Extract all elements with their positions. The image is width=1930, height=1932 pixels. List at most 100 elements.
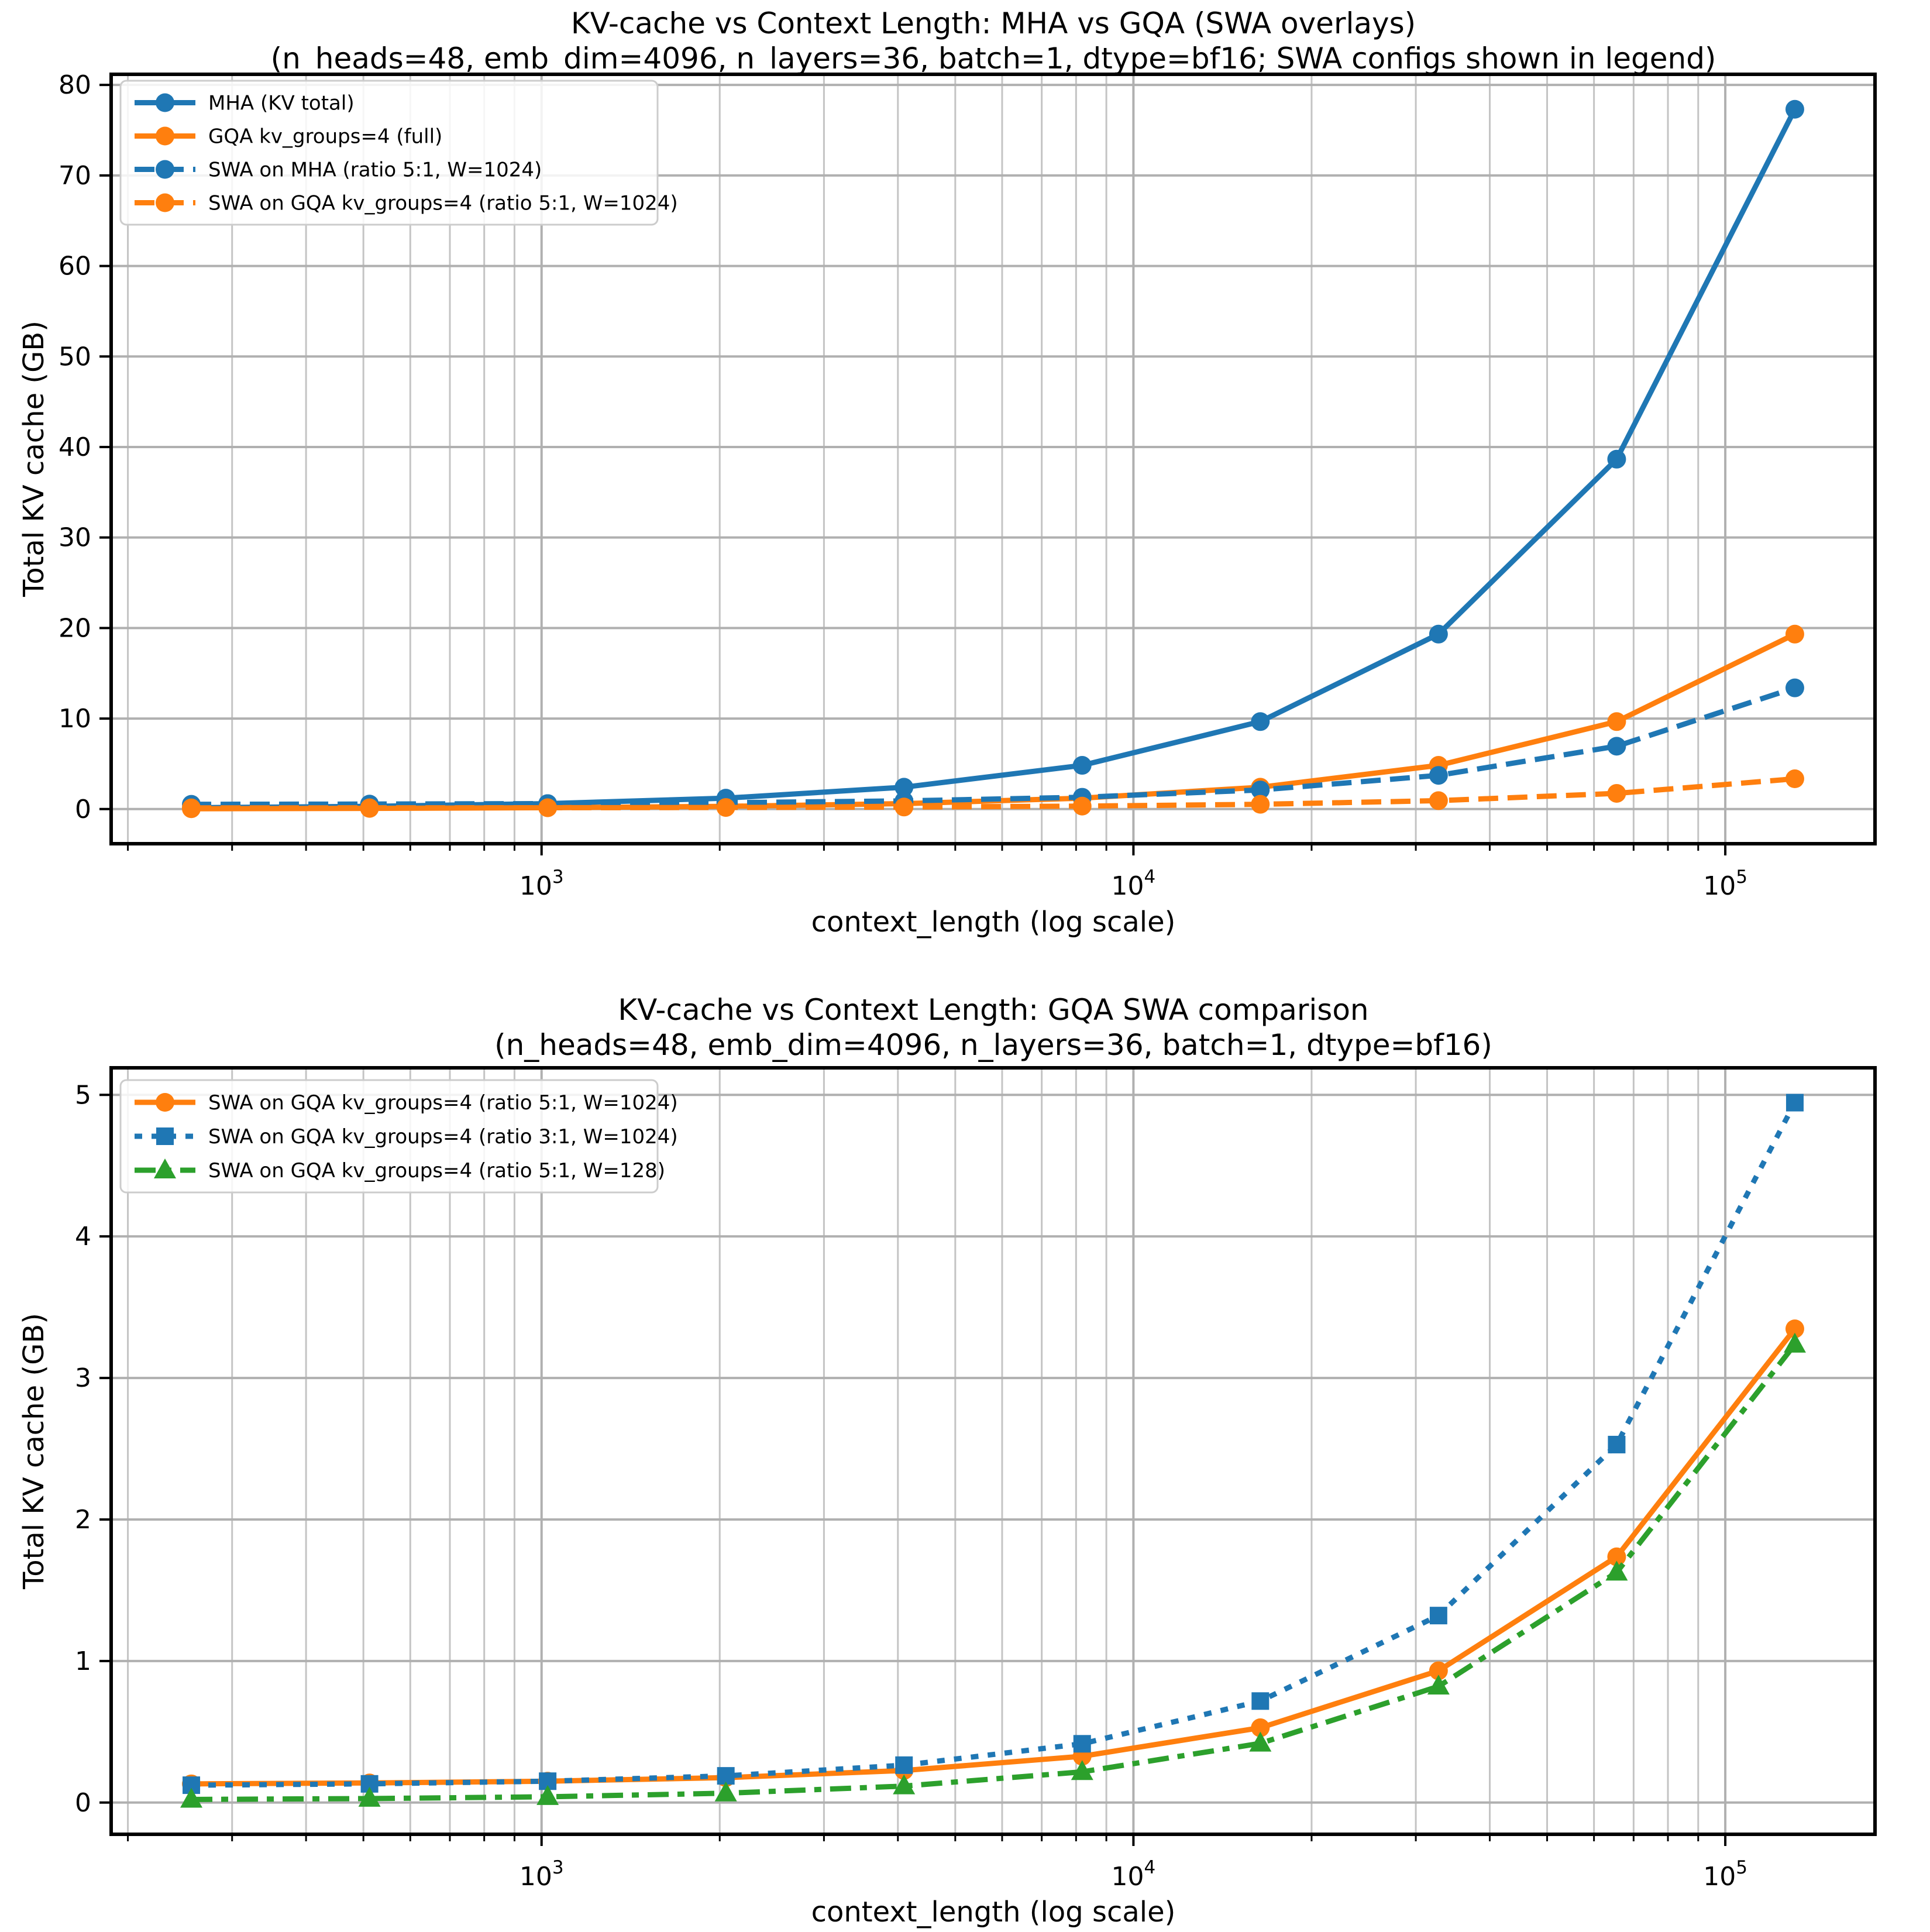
data-point-marker: [895, 778, 914, 797]
data-point-marker: [182, 798, 201, 817]
y-grid-major: [111, 1094, 1875, 1804]
data-point-marker: [1251, 795, 1270, 814]
legend-sample-marker: [156, 126, 174, 146]
y-ticks-major: [99, 84, 111, 810]
data-point-marker: [1605, 1560, 1628, 1581]
data-point-marker: [1429, 624, 1448, 644]
data-point-marker: [1785, 1319, 1804, 1339]
series-markers-2: [180, 1332, 1806, 1808]
series-line-2: [191, 685, 1796, 807]
x-grid-minor: [127, 1068, 1699, 1834]
x-tick-label: 104: [1112, 867, 1156, 901]
y-tick-label: 50: [59, 342, 91, 372]
y-tick-label: 10: [59, 704, 91, 734]
legend-box: [119, 80, 659, 226]
data-point-marker: [1785, 678, 1804, 697]
data-point-marker: [1429, 766, 1448, 785]
y-tick-label: 0: [75, 795, 91, 824]
data-point-marker: [1427, 1675, 1450, 1695]
data-point-marker: [1072, 796, 1092, 816]
data-point-marker: [1785, 99, 1804, 119]
legend-sample-marker: [156, 1093, 174, 1112]
data-point-marker: [1249, 1731, 1272, 1752]
legend-label: MHA (KV total): [208, 92, 355, 115]
y-tick-label: 2: [75, 1505, 91, 1535]
bottom-chart: KV-cache vs Context Length: GQA SWA comp…: [0, 965, 1930, 1932]
bottom-chart-title-block: KV-cache vs Context Length: GQA SWA comp…: [111, 992, 1876, 1063]
data-point-marker: [1429, 791, 1448, 810]
data-point-marker: [716, 798, 735, 817]
data-point-marker: [1783, 1332, 1806, 1353]
legend-label: GQA kv_groups=4 (full): [208, 125, 442, 149]
x-axis-label: context_length (log scale): [811, 1896, 1176, 1928]
data-point-marker: [1251, 712, 1270, 731]
data-point-marker: [1608, 1435, 1626, 1453]
x-tick-label: 104: [1112, 1857, 1156, 1892]
legend-sample-marker: [156, 93, 174, 112]
y-tick-label: 3: [75, 1363, 91, 1393]
y-tick-label: 0: [75, 1788, 91, 1818]
bottom-plot-area: 103 104 105 0 1 2 3 4 5 SWA on GQA kv_groups=4 (r…: [75, 1066, 1877, 1892]
data-point-marker: [1429, 1607, 1447, 1625]
data-point-marker: [538, 798, 558, 817]
y-tick-label: 80: [59, 70, 91, 100]
top-chart: KV-cache vs Context Length: MHA vs GQA (…: [0, 0, 1930, 965]
data-point-marker: [1607, 449, 1626, 469]
data-point-marker: [895, 1756, 913, 1774]
legend-label: SWA on GQA kv_groups=4 (ratio 5:1, W=102…: [208, 1091, 678, 1115]
data-point-marker: [1251, 1692, 1270, 1710]
data-point-marker: [1785, 1094, 1804, 1112]
top-plot-area: 103 104 105 0 10 20 30 40 50 60 70 80 MHA (KV total)…: [59, 70, 1877, 901]
legend-sample-marker: [156, 160, 174, 179]
data-point-marker: [895, 797, 914, 817]
x-ticks-major: [540, 844, 1727, 855]
x-tick-label: 105: [1703, 867, 1747, 901]
data-point-marker: [1785, 624, 1804, 644]
legend-label: SWA on GQA kv_groups=4 (ratio 5:1, W=102…: [208, 192, 678, 215]
legend-label: SWA on MHA (ratio 5:1, W=1024): [208, 159, 542, 182]
data-point-marker: [893, 1774, 916, 1795]
series-markers-0: [182, 1319, 1804, 1793]
x-tick-label: 103: [520, 1857, 564, 1892]
series-line-1: [191, 1101, 1797, 1788]
y-tick-label: 70: [59, 161, 91, 191]
data-point-marker: [1251, 1718, 1270, 1737]
plot-spines: [109, 1066, 1877, 1836]
x-tick-label: 105: [1703, 1857, 1747, 1892]
data-point-marker: [1073, 1735, 1091, 1753]
data-point-marker: [1251, 781, 1270, 800]
data-point-marker: [714, 1781, 737, 1802]
y-tick-label: 1: [75, 1646, 91, 1676]
x-tick-label: 103: [520, 867, 564, 901]
series-markers-3: [182, 769, 1804, 817]
data-point-marker: [1607, 712, 1626, 731]
chart-title: KV-cache vs Context Length: GQA SWA comp…: [618, 993, 1369, 1027]
data-point-marker: [1071, 1760, 1093, 1780]
x-ticks-major: [540, 1834, 1727, 1846]
data-point-marker: [358, 1786, 381, 1807]
top-chart-title-block: KV-cache vs Context Length: MHA vs GQA (…: [111, 6, 1876, 76]
y-tick-label: 30: [59, 523, 91, 553]
legend-sample-marker: [156, 193, 174, 212]
y-tick-label: 5: [75, 1080, 91, 1110]
legend-box: [119, 1079, 659, 1194]
series-line-1: [191, 631, 1796, 812]
series-markers-1: [182, 624, 1804, 819]
x-axis-label: context_length (log scale): [811, 906, 1176, 939]
y-tick-label: 60: [59, 252, 91, 281]
data-point-marker: [1785, 769, 1804, 789]
data-point-marker: [360, 798, 379, 817]
chart-title: KV-cache vs Context Length: MHA vs GQA (…: [570, 6, 1416, 40]
legend: MHA (KV total) GQA kv_groups=4 (full) SWA …: [119, 80, 678, 226]
legend-sample-marker: [156, 1127, 174, 1145]
y-ticks-major: [99, 1094, 111, 1804]
chart-subtitle: (n_heads=48, emb_dim=4096, n_layers=36, …: [494, 1028, 1492, 1062]
legend-sample-marker: [154, 1158, 176, 1178]
data-point-marker: [1429, 1661, 1448, 1680]
data-point-marker: [1607, 783, 1626, 803]
legend: SWA on GQA kv_groups=4 (ratio 5:1, W=102…: [119, 1079, 678, 1194]
chart-subtitle: (n_heads=48, emb_dim=4096, n_layers=36, …: [270, 42, 1716, 75]
y-tick-label: 20: [59, 613, 91, 643]
data-point-marker: [536, 1785, 559, 1805]
